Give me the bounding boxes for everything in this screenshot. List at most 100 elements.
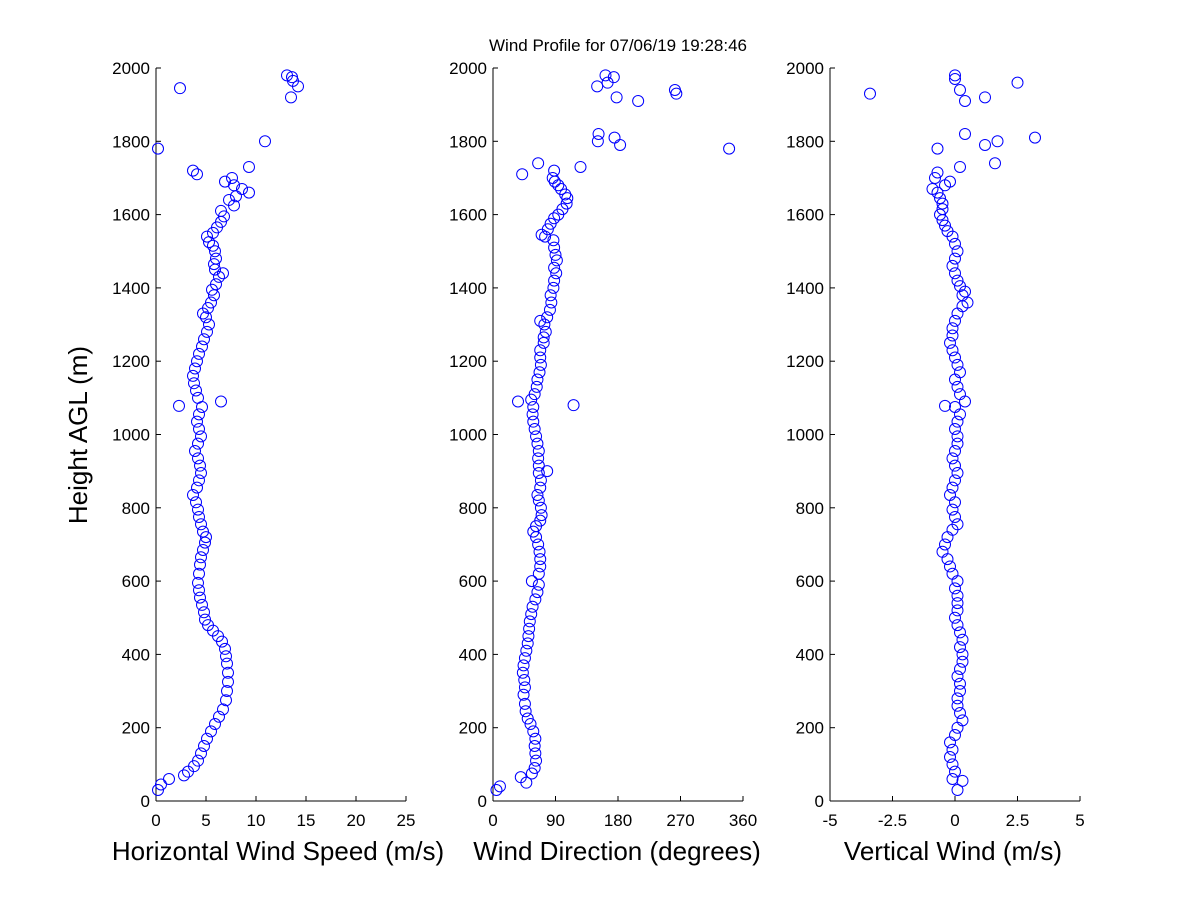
- data-point: [191, 168, 203, 181]
- data-point: [591, 135, 604, 148]
- data-point: [946, 567, 959, 580]
- data-point: [173, 399, 185, 412]
- data-point: [193, 474, 205, 487]
- y-tick-label: 2000: [112, 59, 150, 78]
- data-point: [528, 423, 541, 436]
- data-point: [520, 644, 533, 657]
- data-point: [516, 666, 529, 679]
- data-point: [956, 714, 969, 727]
- data-point: [547, 234, 560, 247]
- data-point: [210, 252, 222, 265]
- data-point: [548, 164, 561, 177]
- data-point: [194, 459, 206, 472]
- data-point: [951, 619, 964, 632]
- data-point: [514, 771, 527, 784]
- data-point: [546, 171, 559, 184]
- data-point: [518, 674, 531, 687]
- data-point: [534, 358, 547, 371]
- x-tick-label: 0: [488, 811, 497, 830]
- data-point: [191, 355, 203, 368]
- data-point: [195, 551, 207, 564]
- x-axis-label-wind-direction: Wind Direction (degrees): [473, 836, 761, 866]
- data-point: [188, 377, 200, 390]
- data-point: [607, 71, 620, 84]
- data-point: [192, 452, 204, 465]
- y-tick-label: 2000: [786, 59, 824, 78]
- data-point: [939, 538, 951, 551]
- panel-vertical-wind-points: [864, 69, 1041, 797]
- data-point: [521, 712, 534, 725]
- data-point: [956, 655, 969, 668]
- data-point: [528, 388, 541, 401]
- data-point: [193, 408, 205, 421]
- data-point: [222, 666, 234, 679]
- data-point: [951, 415, 964, 428]
- data-point: [236, 182, 248, 195]
- data-point: [538, 318, 551, 331]
- data-point: [187, 369, 199, 382]
- data-point: [946, 259, 959, 272]
- data-point: [533, 366, 546, 379]
- data-point: [195, 747, 207, 760]
- data-point: [951, 784, 964, 797]
- data-point: [529, 747, 542, 760]
- data-point: [197, 543, 209, 556]
- data-point: [541, 311, 554, 324]
- data-point: [219, 175, 231, 188]
- data-point: [936, 545, 949, 558]
- data-point: [946, 503, 959, 516]
- data-point: [951, 518, 964, 531]
- data-point: [210, 278, 222, 291]
- data-point: [946, 758, 959, 771]
- data-point: [529, 593, 542, 606]
- data-point: [550, 267, 563, 280]
- y-tick-label: 200: [796, 719, 824, 738]
- y-tick-label: 1400: [449, 279, 487, 298]
- data-point: [956, 289, 969, 302]
- data-point: [534, 560, 547, 573]
- data-point: [194, 558, 206, 571]
- x-tick-label: 90: [546, 811, 565, 830]
- data-point: [207, 239, 219, 252]
- data-point: [195, 466, 207, 479]
- data-point: [202, 302, 214, 315]
- y-tick-label: 800: [122, 499, 150, 518]
- data-point: [201, 732, 213, 745]
- data-point: [192, 576, 204, 589]
- data-point: [518, 681, 531, 694]
- data-point: [949, 765, 961, 778]
- data-point: [535, 509, 548, 522]
- data-point: [526, 600, 539, 613]
- data-point: [944, 560, 956, 573]
- data-point: [209, 245, 221, 258]
- data-point: [545, 296, 558, 309]
- y-tick-label: 400: [122, 645, 150, 664]
- data-point: [954, 388, 966, 401]
- data-point: [991, 135, 1004, 148]
- data-point: [223, 193, 235, 206]
- data-point: [259, 135, 271, 148]
- data-point: [944, 751, 956, 764]
- data-point: [191, 415, 203, 428]
- data-point: [209, 718, 221, 731]
- data-point: [547, 281, 560, 294]
- data-point: [951, 380, 964, 393]
- data-point: [949, 444, 961, 457]
- data-point: [864, 87, 876, 100]
- data-point: [532, 459, 545, 472]
- y-tick-label: 1000: [786, 426, 824, 445]
- data-point: [517, 688, 530, 701]
- data-point: [949, 401, 961, 414]
- x-tick-label: 25: [397, 811, 416, 830]
- data-point: [189, 444, 201, 457]
- data-point: [951, 437, 964, 450]
- y-tick-label: 1800: [112, 132, 150, 151]
- data-point: [548, 261, 561, 274]
- data-point: [215, 204, 227, 217]
- data-point: [518, 652, 531, 665]
- data-point: [218, 210, 230, 223]
- data-point: [954, 280, 966, 293]
- data-point: [527, 401, 540, 414]
- data-point: [929, 171, 941, 184]
